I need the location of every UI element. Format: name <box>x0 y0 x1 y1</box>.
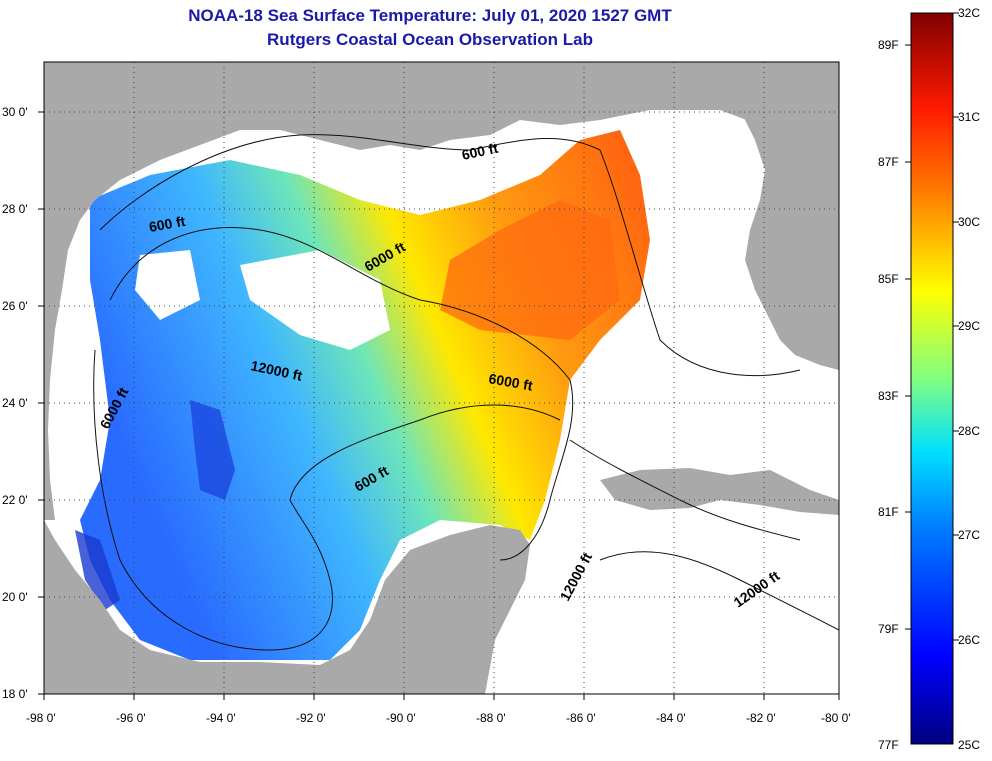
y-tick-label: 24 0' <box>2 396 28 410</box>
x-tick-label: -92 0' <box>296 711 326 725</box>
contour-label: 600 ft <box>148 213 187 235</box>
x-tick-label: -94 0' <box>206 711 236 725</box>
axis-ticks <box>38 111 840 700</box>
cloud-gap <box>240 250 390 350</box>
y-tick-label: 20 0' <box>2 590 28 604</box>
land-mexico <box>44 520 530 694</box>
x-tick-label: -90 0' <box>386 711 416 725</box>
warm-patch <box>440 200 620 340</box>
grid-lines <box>44 62 839 694</box>
colorbar-c-label: 28C <box>958 424 981 438</box>
contour-label: 600 ft <box>460 140 499 163</box>
x-tick-label: -80 0' <box>821 711 851 725</box>
land-florida <box>740 110 839 370</box>
land-cuba <box>600 468 839 515</box>
y-tick-label: 30 0' <box>2 105 28 119</box>
map-frame <box>43 61 840 695</box>
colorbar-f-label: 79F <box>878 622 899 636</box>
colorbar-f-label: 81F <box>878 505 899 519</box>
title-line-2: Rutgers Coastal Ocean Observation Lab <box>267 30 593 49</box>
x-tick-label: -88 0' <box>476 711 506 725</box>
colorbar-c-label: 26C <box>958 633 981 647</box>
x-tick-label: -82 0' <box>746 711 776 725</box>
colorbar-f-label: 87F <box>878 155 899 169</box>
x-tick-label: -98 0' <box>26 711 56 725</box>
colorbar <box>910 12 954 745</box>
colorbar-f-label: 85F <box>878 272 899 286</box>
land-us-coast <box>44 62 839 520</box>
colorbar-c-label: 30C <box>958 215 981 229</box>
y-tick-label: 22 0' <box>2 493 28 507</box>
y-tick-label: 18 0' <box>2 687 28 701</box>
colorbar-c-label: 25C <box>958 738 981 752</box>
cold-patch <box>75 530 120 610</box>
y-tick-label: 28 0' <box>2 202 28 216</box>
colorbar-c-label: 29C <box>958 319 981 333</box>
colorbar-ticks <box>905 12 959 641</box>
x-tick-label: -86 0' <box>566 711 596 725</box>
colorbar-c-label: 32C <box>958 6 981 20</box>
cloud-gap <box>135 250 200 320</box>
colorbar-f-label: 89F <box>878 38 899 52</box>
x-tick-label: -96 0' <box>116 711 146 725</box>
contour-label: 6000 ft <box>487 370 534 394</box>
title-line-1: NOAA-18 Sea Surface Temperature: July 01… <box>188 6 672 25</box>
y-tick-label: 26 0' <box>2 299 28 313</box>
x-tick-label: -84 0' <box>656 711 686 725</box>
colorbar-c-label: 31C <box>958 110 981 124</box>
colorbar-f-label: 77F <box>878 738 899 752</box>
cold-patch <box>190 400 235 500</box>
colorbar-f-label: 83F <box>878 389 899 403</box>
colorbar-c-label: 27C <box>958 528 981 542</box>
